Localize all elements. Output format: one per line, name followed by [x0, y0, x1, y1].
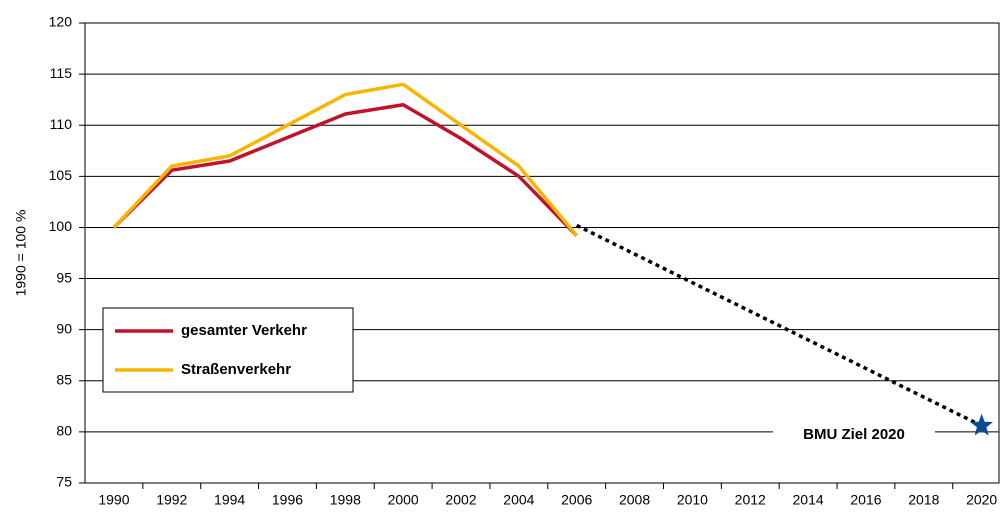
y-axis-label: 1990 = 100 % — [13, 210, 29, 297]
x-tick-label: 2020 — [966, 492, 997, 508]
y-tick-label: 80 — [56, 423, 72, 439]
series-line — [112, 103, 578, 237]
x-tick-label: 1992 — [156, 492, 187, 508]
x-tick-label: 1998 — [330, 492, 361, 508]
x-tick-label: 1996 — [272, 492, 303, 508]
plot-frame — [84, 22, 1000, 484]
legend-label: gesamter Verkehr — [181, 322, 307, 339]
x-tick-label: 2002 — [445, 492, 476, 508]
target-line — [575, 223, 983, 428]
x-tick-label: 2000 — [388, 492, 419, 508]
x-tick-label: 2012 — [735, 492, 766, 508]
x-tick-label: 1990 — [98, 492, 129, 508]
series-line — [112, 82, 579, 237]
target-star — [970, 413, 994, 436]
x-tick-label: 2006 — [561, 492, 592, 508]
y-tick-label: 75 — [56, 474, 72, 490]
y-tick-label: 90 — [56, 320, 72, 336]
y-tick-label: 110 — [50, 116, 73, 132]
x-tick-label: 2008 — [619, 492, 650, 508]
x-tick-label: 2014 — [793, 492, 824, 508]
target-label: BMU Ziel 2020 — [803, 426, 905, 443]
x-tick-label: 2004 — [503, 492, 534, 508]
legend-box — [102, 307, 354, 393]
y-tick-label: 100 — [49, 218, 73, 234]
y-tick-label: 85 — [56, 371, 72, 387]
x-tick-label: 1994 — [214, 492, 245, 508]
x-tick-label: 2010 — [677, 492, 708, 508]
y-tick-label: 115 — [50, 65, 73, 81]
y-tick-label: 120 — [49, 14, 73, 30]
target-label-box — [773, 421, 935, 447]
y-tick-label: 105 — [49, 167, 73, 183]
x-tick-label: 2016 — [850, 492, 881, 508]
y-tick-label: 95 — [56, 269, 72, 285]
x-tick-label: 2018 — [908, 492, 939, 508]
legend-label: Straßenverkehr — [181, 361, 291, 378]
